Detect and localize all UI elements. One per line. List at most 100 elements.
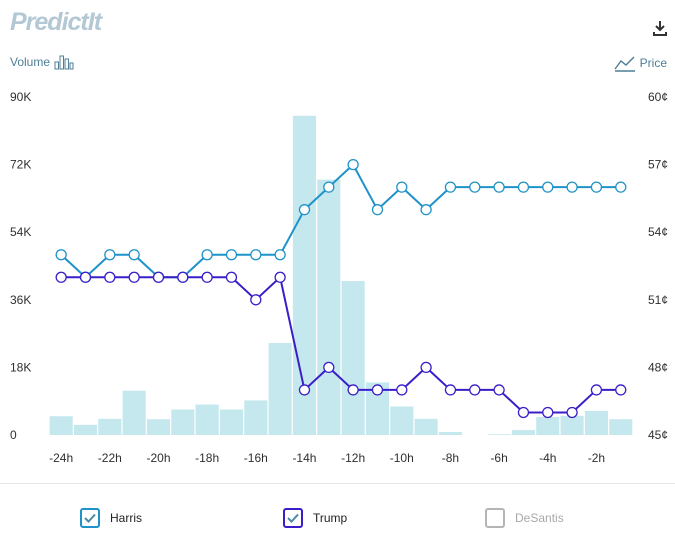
data-point-harris	[517, 181, 530, 193]
volume-bar	[438, 431, 463, 435]
data-point-trump	[79, 271, 92, 283]
data-point-trump	[104, 271, 116, 283]
data-point-trump	[128, 271, 140, 283]
data-point-trump	[493, 384, 505, 396]
data-point-trump	[590, 384, 603, 396]
data-point-trump	[152, 271, 165, 283]
checkmark-icon	[84, 513, 96, 523]
volume-tick-label: 18K	[10, 360, 31, 374]
volume-bar	[365, 382, 390, 435]
data-point-trump	[420, 361, 432, 374]
volume-bar	[98, 418, 122, 435]
volume-bar	[511, 430, 535, 435]
data-point-trump	[298, 384, 311, 396]
price-tick-label: 57¢	[648, 158, 668, 172]
volume-bar	[609, 419, 633, 435]
volume-tick-label: 54K	[10, 225, 31, 239]
data-point-trump	[371, 384, 384, 396]
volume-bar	[292, 115, 317, 436]
x-tick-label: -12h	[341, 451, 365, 465]
legend-label-desantis: DeSantis	[515, 511, 564, 525]
checkmark-icon	[287, 513, 299, 523]
volume-bar	[560, 415, 584, 435]
data-point-trump	[225, 271, 238, 283]
x-tick-label: -2h	[588, 451, 605, 465]
data-point-harris	[201, 249, 213, 261]
volume-bar	[146, 419, 171, 435]
data-point-harris	[55, 249, 67, 261]
desantis-checkbox[interactable]	[485, 508, 505, 528]
volume-bar	[341, 281, 365, 435]
price-tick-label: 45¢	[648, 428, 668, 442]
volume-tick-label: 90K	[10, 90, 31, 104]
data-point-harris	[298, 204, 311, 216]
data-point-harris	[104, 249, 116, 261]
volume-tick-label: 72K	[10, 158, 31, 172]
data-point-harris	[566, 181, 578, 193]
data-point-harris	[371, 204, 384, 216]
volume-bar	[414, 418, 438, 435]
x-tick-label: -16h	[244, 451, 268, 465]
predictit-logo: PredictIt	[10, 8, 102, 36]
volume-bar	[195, 404, 219, 435]
legend-trump[interactable]: Trump	[283, 508, 347, 528]
volume-bar	[49, 416, 73, 435]
x-tick-label: -8h	[442, 451, 459, 465]
x-tick-label: -6h	[490, 451, 507, 465]
data-point-harris	[250, 249, 262, 261]
data-point-harris	[274, 249, 286, 261]
volume-label: Volume	[10, 55, 51, 69]
legend-label-trump: Trump	[313, 511, 348, 525]
download-icon[interactable]	[650, 18, 670, 38]
price-tick-label: 54¢	[648, 225, 668, 239]
x-tick-label: -20h	[146, 451, 170, 465]
data-point-harris	[493, 181, 505, 193]
price-tick-label: 60¢	[648, 90, 668, 104]
volume-bar	[317, 179, 341, 435]
legend-desantis[interactable]: DeSantis	[485, 508, 564, 528]
x-tick-label: -24h	[49, 451, 73, 465]
trump-checkbox[interactable]	[283, 508, 303, 528]
x-tick-label: -14h	[292, 451, 316, 465]
volume-bar	[584, 410, 608, 435]
legend-harris[interactable]: Harris	[80, 508, 142, 528]
volume-bar	[244, 400, 268, 435]
volume-axis-title: Volume	[10, 54, 74, 70]
legend-bar: Harris Trump DeSantis	[0, 483, 675, 541]
legend-label-harris: Harris	[110, 511, 142, 525]
volume-bar	[171, 409, 195, 435]
price-label: Price	[639, 56, 667, 70]
data-point-trump	[396, 384, 408, 396]
data-point-harris	[420, 204, 432, 216]
price-tick-label: 48¢	[648, 360, 668, 374]
data-point-harris	[444, 181, 457, 193]
x-tick-label: -22h	[98, 451, 122, 465]
volume-bar	[487, 434, 511, 435]
price-volume-chart: 90K 72K 54K 36K 18K 0 60¢ 57¢ 54¢ 51¢ 48¢ 45¢ -24h -2…	[10, 90, 668, 465]
data-point-harris	[347, 158, 359, 171]
volume-bar	[73, 424, 98, 435]
data-point-trump	[274, 271, 286, 283]
harris-checkbox[interactable]	[80, 508, 100, 528]
data-point-trump	[469, 384, 481, 396]
volume-bar	[268, 342, 292, 435]
line-chart-icon	[614, 56, 635, 72]
data-point-harris	[590, 181, 603, 193]
volume-bar	[122, 390, 146, 435]
data-point-trump	[347, 384, 359, 396]
series-line-harris	[60, 163, 621, 279]
data-point-harris	[225, 249, 238, 261]
price-axis-title: Price	[614, 54, 667, 72]
data-point-harris	[542, 181, 554, 193]
data-point-trump	[177, 271, 189, 283]
x-tick-label: -4h	[539, 451, 556, 465]
data-point-harris	[128, 249, 140, 261]
x-tick-label: -18h	[195, 451, 219, 465]
data-point-trump	[201, 271, 213, 283]
data-point-harris	[323, 181, 335, 193]
data-point-trump	[566, 406, 578, 419]
data-point-harris	[469, 181, 481, 193]
x-tick-label: -10h	[390, 451, 414, 465]
data-point-trump	[444, 384, 457, 396]
data-point-harris	[396, 181, 408, 193]
